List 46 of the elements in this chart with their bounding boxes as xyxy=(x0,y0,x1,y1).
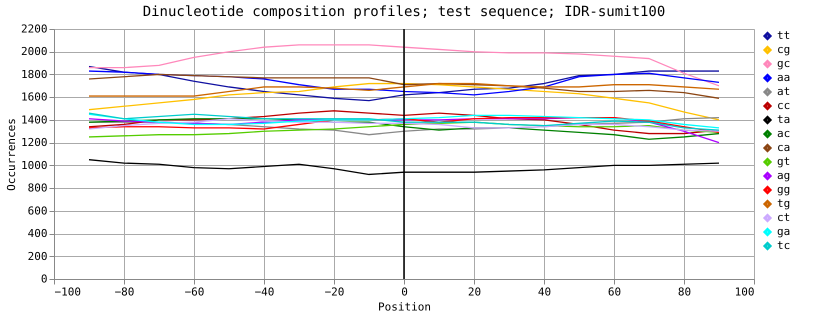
x-tick-label: 80 xyxy=(678,286,692,298)
chart-title: Dinucleotide composition profiles; test sequence; IDR-sumit100 xyxy=(142,4,666,20)
y-tick-label: 1000 xyxy=(21,158,48,172)
legend-label: at xyxy=(777,85,790,98)
y-tick-label: 1600 xyxy=(21,90,48,104)
legend-label: ca xyxy=(777,141,790,154)
legend-label: aa xyxy=(777,71,790,84)
x-tick-label: 20 xyxy=(468,286,482,298)
line-series xyxy=(88,44,720,86)
x-tick-label: −60 xyxy=(184,286,204,298)
legend-label: tg xyxy=(777,197,790,210)
y-tick-label: 1200 xyxy=(21,136,48,150)
y-tick-label: 800 xyxy=(28,182,48,195)
y-tick-label: 1800 xyxy=(21,68,48,81)
y-tick-label: 2000 xyxy=(21,45,48,58)
legend-label: tc xyxy=(777,239,790,252)
legend-label: tt xyxy=(777,29,790,42)
legend-label: ga xyxy=(777,225,790,238)
x-tick-label: 60 xyxy=(608,286,622,298)
x-tick-label: 100 xyxy=(734,286,754,298)
x-tick-label: −40 xyxy=(254,286,274,298)
x-tick-label: 40 xyxy=(538,286,552,298)
legend-label: ag xyxy=(777,169,790,182)
y-tick-label: 2200 xyxy=(21,22,48,36)
legend-label: gc xyxy=(777,57,790,70)
y-tick-label: 1400 xyxy=(21,113,48,126)
legend-label: cg xyxy=(777,43,790,56)
y-tick-label: 600 xyxy=(28,204,48,218)
line-series xyxy=(88,66,720,102)
legend-label: ac xyxy=(777,127,790,140)
legend-label: cc xyxy=(777,99,790,112)
legend-label: gt xyxy=(777,155,790,168)
x-tick-label: −80 xyxy=(114,286,134,298)
legend-label: ta xyxy=(777,113,790,126)
legend-label: ct xyxy=(777,211,790,224)
x-tick-label: 0 xyxy=(401,286,408,298)
y-tick-label: 0 xyxy=(40,272,48,286)
legend-label: gg xyxy=(777,183,790,196)
line-series xyxy=(88,82,720,97)
y-tick-label: 200 xyxy=(28,250,48,263)
y-axis-title: Occurrences xyxy=(5,118,18,191)
line-series xyxy=(88,82,720,121)
x-tick-label: −20 xyxy=(324,286,344,298)
y-tick-label: 400 xyxy=(28,227,48,240)
x-tick-label: −100 xyxy=(54,286,81,298)
x-axis-title: Position xyxy=(378,300,431,314)
